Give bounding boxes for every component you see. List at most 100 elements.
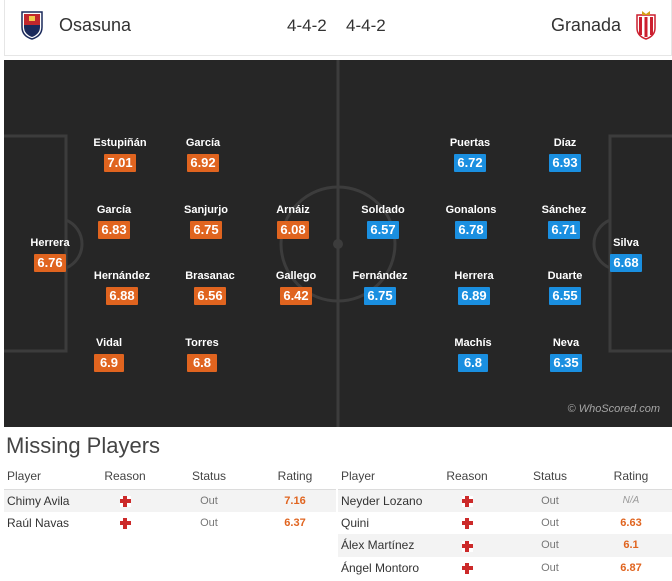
home-player-hernandez[interactable]: Hernández 6.88 xyxy=(82,270,162,305)
player-rating: 6.92 xyxy=(187,154,219,172)
home-player-arnaiz[interactable]: Arnáiz 6.08 xyxy=(253,204,333,239)
player-rating: 6.76 xyxy=(34,254,66,272)
home-player-garcia-1[interactable]: García 6.92 xyxy=(163,137,243,172)
injury-icon xyxy=(461,495,473,507)
col-status: Status xyxy=(532,469,568,484)
col-reason: Reason xyxy=(104,469,146,484)
missing-rating: 6.63 xyxy=(620,516,642,529)
col-player: Player xyxy=(341,469,376,484)
col-reason: Reason xyxy=(446,469,488,484)
missing-players-title: Missing Players xyxy=(6,433,161,458)
player-name: Vidal xyxy=(95,337,123,349)
player-name: Fernández xyxy=(352,270,408,282)
player-name: García xyxy=(96,204,132,216)
injury-icon xyxy=(461,518,473,530)
player-rating: 6.55 xyxy=(549,287,581,305)
player-rating: 6.56 xyxy=(194,287,226,305)
missing-status: Out xyxy=(510,489,590,512)
player-name: Herrera xyxy=(30,237,70,249)
player-name: Brasanac xyxy=(185,270,235,282)
away-player-machis[interactable]: Machís 6.8 xyxy=(433,337,513,372)
missing-status: Out xyxy=(200,516,218,529)
away-player-fernandez[interactable]: Fernández 6.75 xyxy=(340,270,420,305)
missing-player-name[interactable]: Raúl Navas xyxy=(7,515,70,530)
player-name: Puertas xyxy=(449,137,491,149)
reason-cell xyxy=(86,489,164,512)
pitch: Estupiñán 7.01 García 6.92 García 6.83 S… xyxy=(4,60,672,427)
player-rating: 6.83 xyxy=(98,221,130,239)
player-name: Neva xyxy=(552,337,580,349)
player-rating: 6.08 xyxy=(277,221,309,239)
player-name: Gonalons xyxy=(445,204,497,216)
away-player-gonalons[interactable]: Gonalons 6.78 xyxy=(431,204,511,239)
table-row: Chimy Avila Out 7.16 xyxy=(4,489,336,512)
player-rating: 6.68 xyxy=(610,254,642,272)
home-player-vidal[interactable]: Vidal 6.9 xyxy=(69,337,149,372)
player-rating: 6.75 xyxy=(190,221,222,239)
home-player-garcia-2[interactable]: García 6.83 xyxy=(74,204,154,239)
away-player-duarte[interactable]: Duarte 6.55 xyxy=(525,270,605,305)
home-player-brasanac[interactable]: Brasanac 6.56 xyxy=(170,270,250,305)
player-rating: 6.57 xyxy=(367,221,399,239)
away-player-sanchez[interactable]: Sánchez 6.71 xyxy=(524,204,604,239)
player-rating: 6.9 xyxy=(94,354,124,372)
player-rating: 7.01 xyxy=(104,154,136,172)
player-rating: 6.72 xyxy=(454,154,486,172)
reason-cell xyxy=(424,512,510,535)
player-name: Hernández xyxy=(93,270,151,282)
player-name: Gallego xyxy=(275,270,317,282)
col-rating: Rating xyxy=(277,469,313,484)
player-rating: 6.88 xyxy=(106,287,138,305)
player-name: Soldado xyxy=(361,204,405,216)
away-formation: 4-4-2 xyxy=(346,16,386,35)
home-player-gallego[interactable]: Gallego 6.42 xyxy=(256,270,336,305)
home-player-estupinan[interactable]: Estupiñán 7.01 xyxy=(80,137,160,172)
home-formation: 4-4-2 xyxy=(287,16,327,35)
home-player-torres[interactable]: Torres 6.8 xyxy=(162,337,242,372)
home-player-sanjurjo[interactable]: Sanjurjo 6.75 xyxy=(166,204,246,239)
missing-status: Out xyxy=(541,561,559,574)
home-team-name: Osasuna xyxy=(59,14,132,35)
player-rating: 6.93 xyxy=(549,154,581,172)
missing-status: Out xyxy=(510,534,590,557)
player-name: Díaz xyxy=(553,137,577,149)
player-rating: 6.42 xyxy=(280,287,312,305)
player-name: Duarte xyxy=(547,270,583,282)
missing-player-name[interactable]: Ángel Montoro xyxy=(341,560,420,575)
missing-player-name[interactable]: Neyder Lozano xyxy=(338,489,424,512)
player-rating: 6.8 xyxy=(187,354,217,372)
home-missing-table: Player Reason Status Rating Chimy Avila … xyxy=(4,464,336,534)
missing-player-name[interactable]: Chimy Avila xyxy=(4,489,86,512)
reason-cell xyxy=(424,489,510,512)
missing-player-name[interactable]: Álex Martínez xyxy=(338,534,424,557)
table-row: Quini Out 6.63 xyxy=(338,512,672,535)
away-player-soldado[interactable]: Soldado 6.57 xyxy=(343,204,423,239)
injury-icon xyxy=(461,540,473,552)
injury-icon xyxy=(119,518,131,530)
away-player-diaz[interactable]: Díaz 6.93 xyxy=(525,137,605,172)
away-missing-table: Player Reason Status Rating Neyder Lozan… xyxy=(338,464,672,579)
table-row: Raúl Navas Out 6.37 xyxy=(4,512,336,535)
home-player-herrera[interactable]: Herrera 6.76 xyxy=(10,237,90,272)
injury-icon xyxy=(119,495,131,507)
pitch-lines xyxy=(4,60,672,427)
away-player-silva[interactable]: Silva 6.68 xyxy=(586,237,666,272)
away-player-herrera[interactable]: Herrera 6.89 xyxy=(434,270,514,305)
player-rating: 6.35 xyxy=(550,354,582,372)
player-rating: 6.71 xyxy=(548,221,580,239)
col-status: Status xyxy=(191,469,227,484)
home-team[interactable]: Osasuna xyxy=(21,10,131,40)
player-rating: 6.75 xyxy=(364,287,396,305)
player-rating: 6.89 xyxy=(458,287,490,305)
missing-rating: 6.87 xyxy=(620,561,642,574)
missing-rating: 6.1 xyxy=(590,534,672,557)
player-rating: 6.8 xyxy=(458,354,488,372)
missing-rating: 6.37 xyxy=(284,516,306,529)
granada-crest-icon xyxy=(636,11,656,40)
missing-rating: N/A xyxy=(590,489,672,512)
away-player-neva[interactable]: Neva 6.35 xyxy=(526,337,606,372)
away-team[interactable]: Granada xyxy=(551,10,657,40)
away-player-puertas[interactable]: Puertas 6.72 xyxy=(430,137,510,172)
player-name: Estupiñán xyxy=(93,137,147,149)
missing-player-name[interactable]: Quini xyxy=(341,515,370,530)
